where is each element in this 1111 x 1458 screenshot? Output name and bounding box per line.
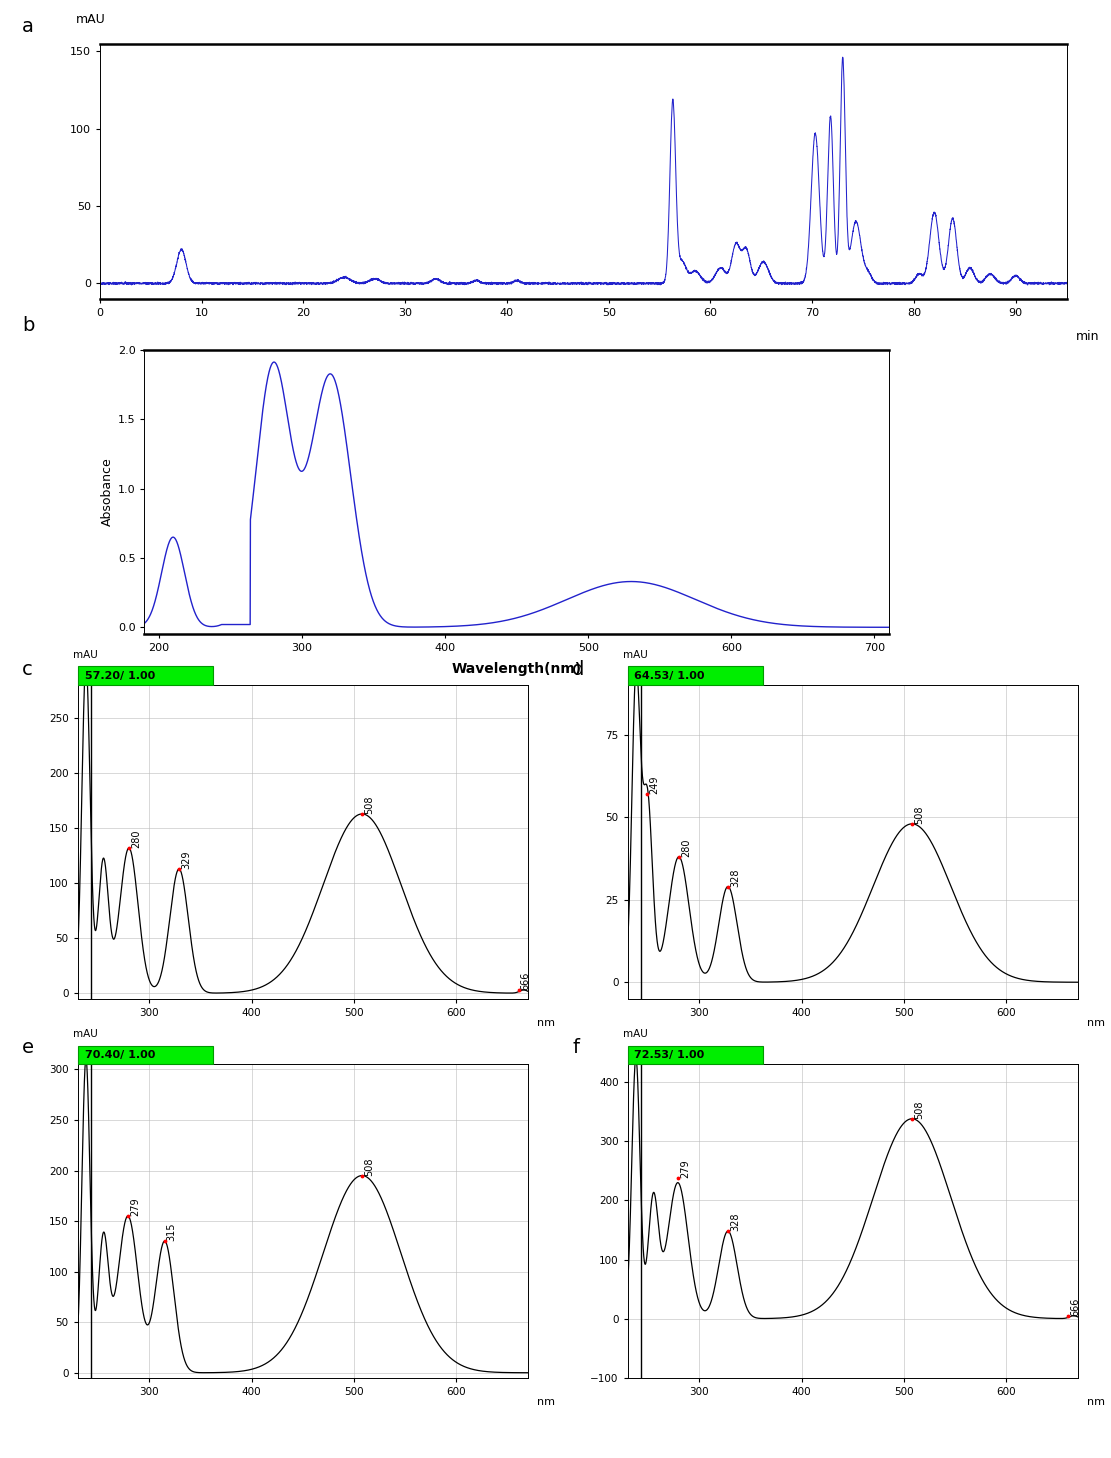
Text: 666: 666 — [521, 971, 531, 990]
Text: 280: 280 — [131, 830, 141, 849]
FancyBboxPatch shape — [78, 666, 213, 685]
Text: mAU: mAU — [623, 1029, 648, 1040]
Text: 249: 249 — [649, 776, 659, 795]
Text: nm: nm — [1087, 1397, 1104, 1407]
Text: 508: 508 — [364, 796, 374, 814]
Text: c: c — [22, 660, 33, 679]
Text: a: a — [22, 17, 34, 36]
Text: 280: 280 — [681, 838, 691, 857]
Text: 328: 328 — [730, 1213, 740, 1231]
Text: e: e — [22, 1038, 34, 1057]
Text: 70.40/ 1.00: 70.40/ 1.00 — [84, 1050, 154, 1060]
Y-axis label: Absobance: Absobance — [100, 458, 113, 526]
Text: nm: nm — [1087, 1018, 1104, 1028]
FancyBboxPatch shape — [628, 666, 762, 685]
Text: 72.53/ 1.00: 72.53/ 1.00 — [634, 1050, 704, 1060]
Text: f: f — [572, 1038, 579, 1057]
Text: 508: 508 — [914, 1101, 924, 1118]
Text: mAU: mAU — [73, 1029, 98, 1040]
Text: 315: 315 — [167, 1223, 177, 1241]
Text: 279: 279 — [680, 1159, 690, 1178]
Text: nm: nm — [537, 1018, 554, 1028]
X-axis label: Wavelength(nm): Wavelength(nm) — [451, 662, 582, 675]
Text: 328: 328 — [730, 868, 740, 886]
FancyBboxPatch shape — [78, 1045, 213, 1064]
Text: 329: 329 — [181, 850, 191, 869]
Text: mAU: mAU — [623, 650, 648, 660]
Text: 279: 279 — [130, 1197, 140, 1216]
Text: nm: nm — [537, 1397, 554, 1407]
Text: 57.20/ 1.00: 57.20/ 1.00 — [84, 671, 154, 681]
Text: 64.53/ 1.00: 64.53/ 1.00 — [634, 671, 705, 681]
Text: mAU: mAU — [76, 13, 106, 26]
Text: d: d — [572, 660, 584, 679]
Text: min: min — [1077, 330, 1100, 343]
Text: mAU: mAU — [73, 650, 98, 660]
Text: 508: 508 — [914, 805, 924, 824]
Text: 666: 666 — [1071, 1298, 1081, 1315]
Text: b: b — [22, 316, 34, 335]
FancyBboxPatch shape — [628, 1045, 762, 1064]
Text: 508: 508 — [364, 1158, 374, 1175]
